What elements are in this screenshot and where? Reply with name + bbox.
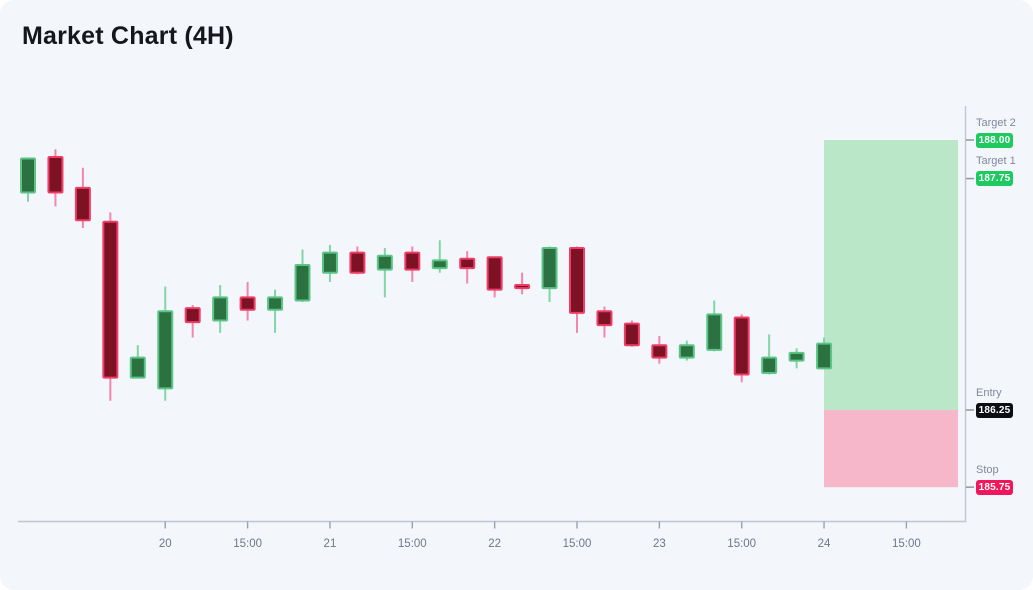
price-line-badge[interactable]: 188.00 [976,132,1013,148]
price-line-stop: Stop 185.75 [976,464,1016,495]
candle-30 [816,337,833,370]
candle-19 [514,272,531,295]
price-line-badge[interactable]: 186.25 [976,402,1013,418]
candle-6 [157,286,174,401]
candle-20 [541,246,558,303]
candle-12 [321,244,338,282]
candle-body [184,307,201,324]
x-tick-label: 15:00 [892,538,921,550]
candle-body [706,313,723,351]
candle-8 [212,285,229,333]
candle-27 [733,314,750,383]
x-tick-label: 15:00 [563,538,592,550]
candle-body [569,247,585,314]
candle-26 [706,300,723,352]
candle-body [459,257,476,270]
candle-17 [459,251,476,284]
page-title: Market Chart (4H) [22,22,234,50]
candle-23 [623,320,640,347]
candle-body [349,251,366,274]
candle-24 [651,335,668,364]
price-line-badge[interactable]: 185.75 [976,479,1013,495]
candle-body [267,296,284,311]
loss-zone [824,410,958,488]
candle-body [761,356,778,374]
price-line-entry: Entry 186.25 [976,387,1016,418]
x-tick-label: 20 [159,538,172,550]
candle-body [102,220,119,379]
candle-body [651,344,668,359]
candle-body [733,316,750,376]
candle-11 [294,249,311,303]
candle-28 [761,334,778,375]
price-line-target1: Target 1 187.75 [976,155,1016,187]
candle-body [816,342,833,370]
candle-body [157,310,174,390]
profit-zone [824,140,958,411]
candle-body [514,284,531,290]
candle-2 [47,149,64,207]
candle-29 [788,348,805,369]
candle-body [321,251,338,274]
candle-body [788,351,805,362]
price-line-label: Entry [976,386,1002,399]
candle-13 [349,246,366,275]
x-tick-label: 15:00 [398,538,427,550]
price-line-badge[interactable]: 187.75 [976,171,1013,187]
candle-21 [569,246,585,333]
x-tick-label: 22 [488,538,501,550]
candle-18 [486,256,503,298]
price-line-label: Target 2 [976,116,1016,129]
candle-body [239,296,256,311]
candle-7 [184,305,201,338]
x-tick-label: 24 [818,538,831,550]
candle-22 [596,306,613,338]
candle-4 [102,212,119,401]
candle-body [678,344,695,359]
candle-1 [20,157,36,202]
candle-body [212,296,229,322]
x-tick-label: 15:00 [727,538,756,550]
candle-body [431,259,448,270]
candle-body [129,356,146,379]
candle-body [294,263,311,302]
candle-body [47,155,64,194]
x-tick-label: 23 [653,538,666,550]
candle-body [20,157,36,194]
candle-10 [267,289,284,333]
candle-body [376,254,393,271]
candle-14 [376,248,393,298]
x-tick-label: 21 [324,538,337,550]
price-line-target2: Target 2 188.00 [976,117,1016,148]
candle-body [74,186,91,222]
candle-15 [404,246,421,282]
price-line-label: Target 1 [976,155,1016,168]
candle-3 [74,167,91,228]
candle-body [541,247,558,290]
candle-body [486,256,503,291]
x-tick-label: 15:00 [233,538,262,550]
candle-25 [678,340,695,361]
candle-9 [239,281,256,321]
candle-body [404,251,421,271]
candle-16 [431,240,448,273]
candle-body [596,310,613,327]
candle-5 [129,345,146,379]
price-line-label: Stop [976,463,999,476]
candle-body [623,322,640,347]
